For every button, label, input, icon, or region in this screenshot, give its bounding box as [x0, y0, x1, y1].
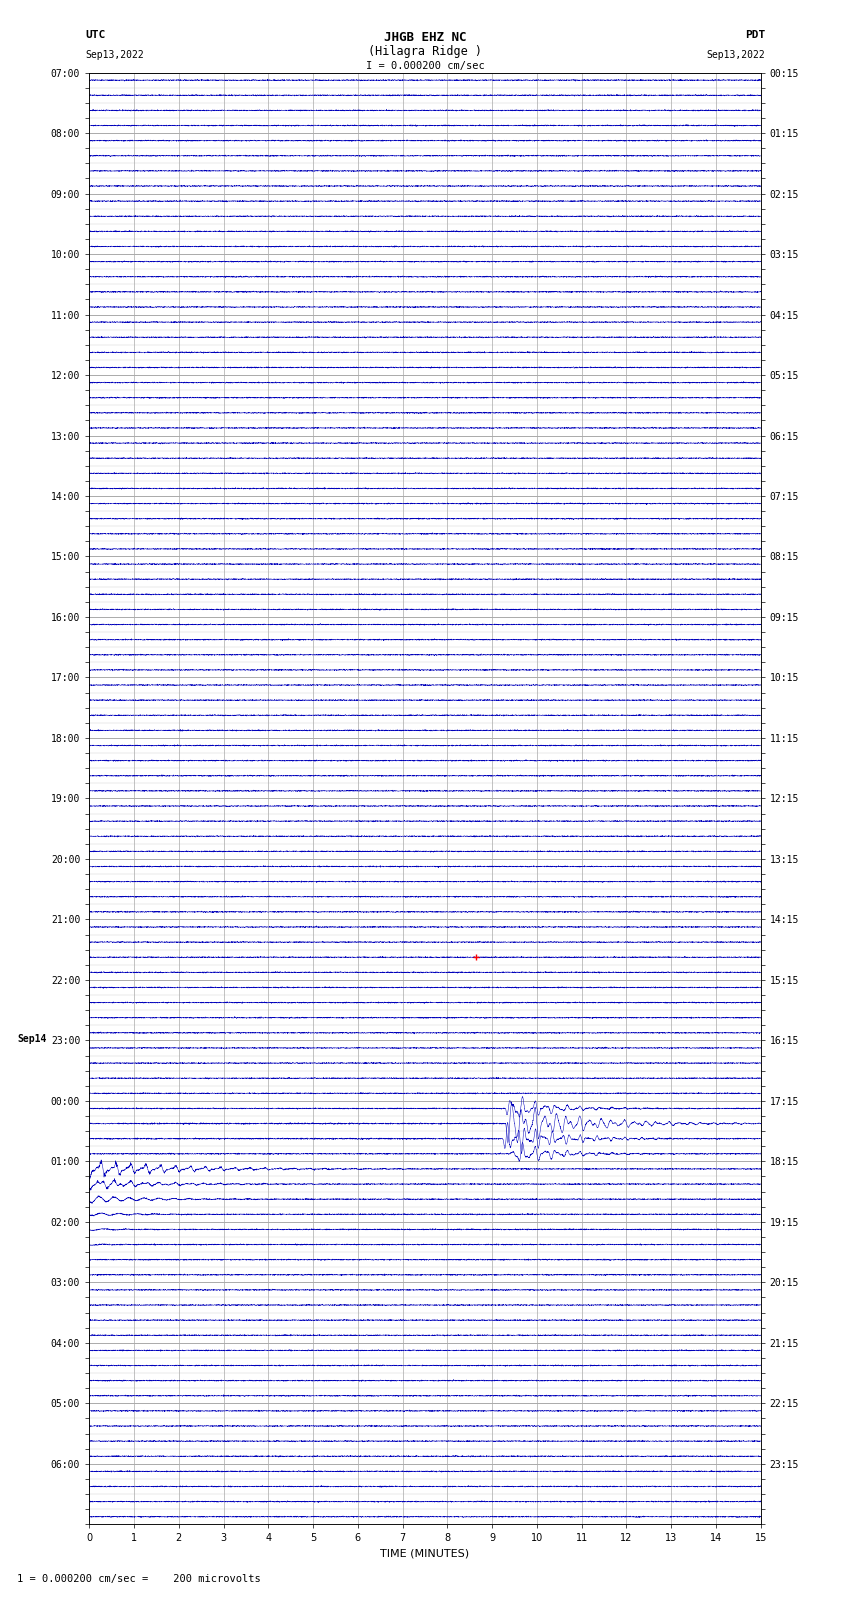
Text: JHGB EHZ NC: JHGB EHZ NC	[383, 31, 467, 44]
Text: Sep14: Sep14	[17, 1034, 47, 1044]
X-axis label: TIME (MINUTES): TIME (MINUTES)	[381, 1548, 469, 1558]
Text: Sep13,2022: Sep13,2022	[706, 50, 765, 60]
Text: (Hilagra Ridge ): (Hilagra Ridge )	[368, 45, 482, 58]
Text: Sep13,2022: Sep13,2022	[85, 50, 144, 60]
Text: I = 0.000200 cm/sec: I = 0.000200 cm/sec	[366, 61, 484, 71]
Text: UTC: UTC	[85, 31, 105, 40]
Text: PDT: PDT	[745, 31, 765, 40]
Text: 1 = 0.000200 cm/sec =    200 microvolts: 1 = 0.000200 cm/sec = 200 microvolts	[17, 1574, 261, 1584]
